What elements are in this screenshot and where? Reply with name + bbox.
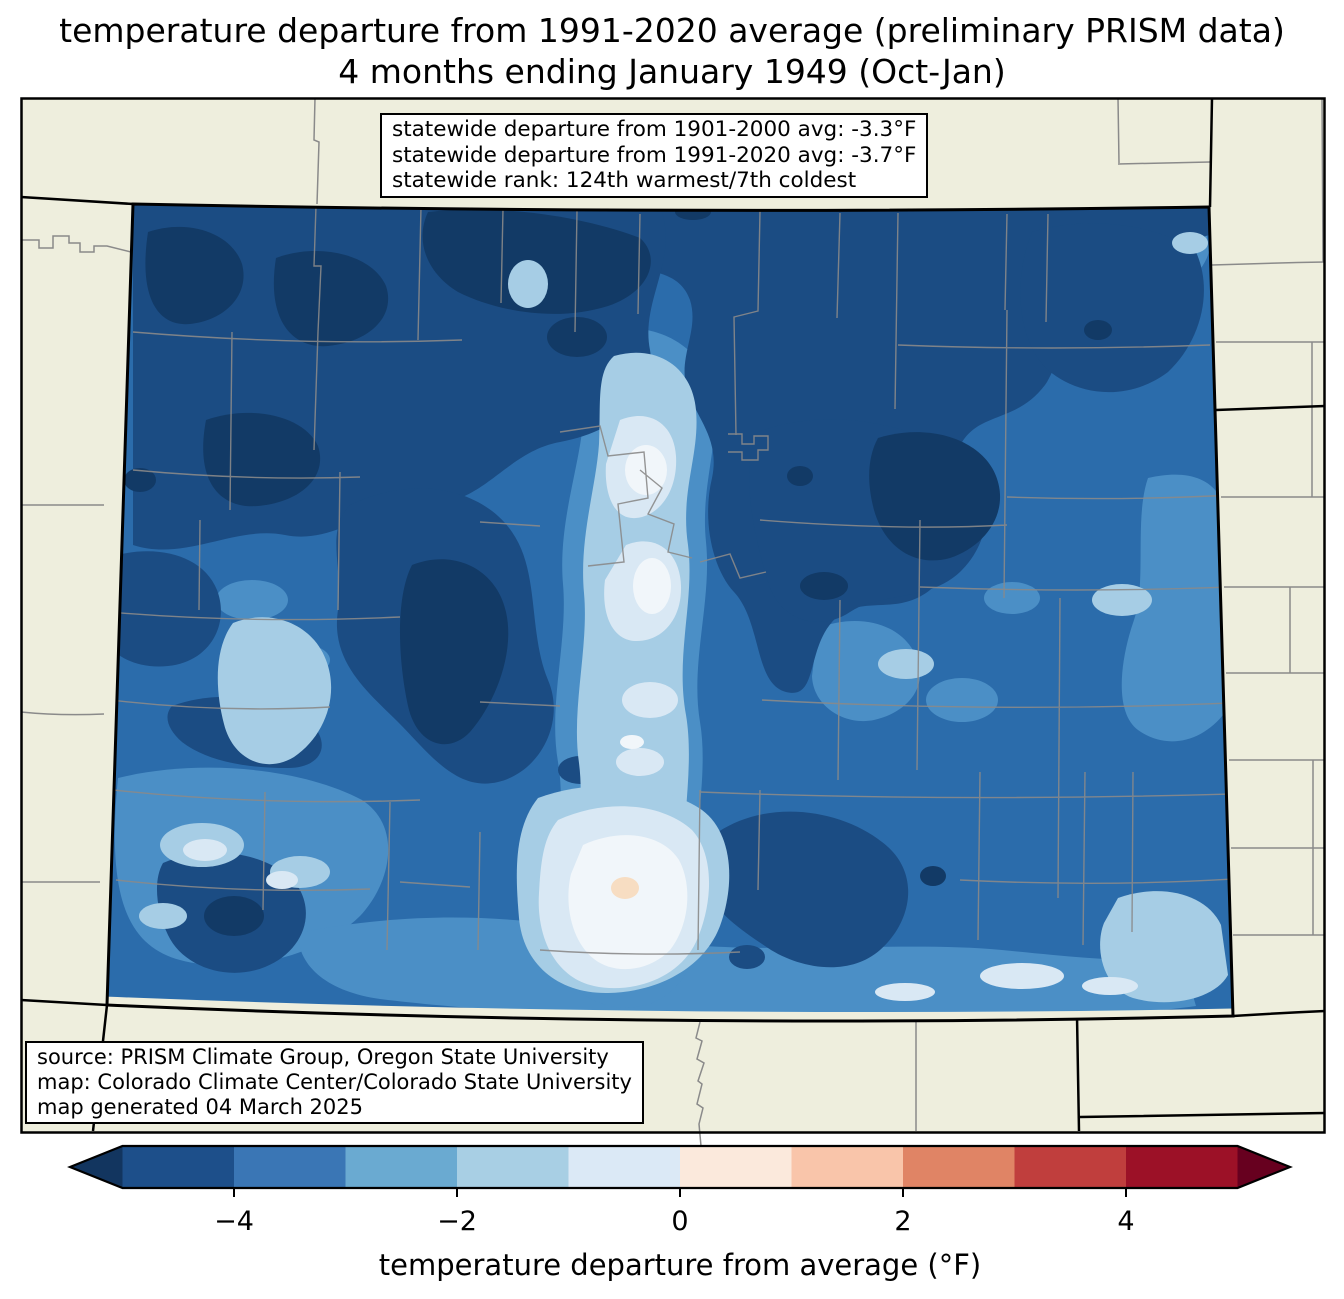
- colorbar-tick-label: 4: [1117, 1206, 1134, 1237]
- colorbar-segment: [568, 1146, 681, 1188]
- stats-line-2: statewide departure from 1991-2020 avg: …: [392, 142, 917, 168]
- colorbar-tick-label: 2: [894, 1206, 911, 1237]
- source-line-2: map: Colorado Climate Center/Colorado St…: [37, 1070, 632, 1094]
- stats-line-3: statewide rank: 124th warmest/7th coldes…: [392, 168, 857, 193]
- colorbar-segment: [457, 1146, 569, 1188]
- map-title-line-1: temperature departure from 1991-2020 ave…: [59, 11, 1285, 50]
- colorbar-outline: [67, 1144, 1293, 1190]
- colorbar-tick-label: 0: [671, 1206, 688, 1237]
- colorbar-segment: [122, 1146, 235, 1188]
- figure-frame: [20, 97, 1326, 1134]
- colorbar-segment: [234, 1146, 346, 1188]
- colorbar-segment: [1126, 1146, 1238, 1188]
- colorbar-over-arrow: [1237, 1146, 1290, 1188]
- map-title: temperature departure from 1991-2020 ave…: [0, 10, 1344, 92]
- map-title-line-2: 4 months ending January 1949 (Oct-Jan): [338, 52, 1006, 91]
- contour-fills: [107, 204, 1233, 1022]
- colorbar-segments: [122, 1146, 1238, 1188]
- source-box: source: PRISM Climate Group, Oregon Stat…: [25, 1041, 644, 1124]
- colorbar-tick-labels: −4 −2 0 2 4: [214, 1206, 1135, 1237]
- source-line-3: map generated 04 March 2025: [37, 1095, 364, 1119]
- colorado-county-lines: [108, 205, 1233, 955]
- source-line-1: source: PRISM Climate Group, Oregon Stat…: [37, 1045, 609, 1069]
- colorbar-segment: [791, 1146, 904, 1188]
- neighbor-county-lines: [20, 97, 1326, 1147]
- colorbar-tick-label: −2: [437, 1206, 477, 1237]
- colorbar: −4 −2 0 2 4 temperature departure from avera…: [67, 1144, 1293, 1282]
- stats-line-1: statewide departure from 1901-2000 avg: …: [392, 117, 917, 142]
- stats-box: statewide departure from 1901-2000 avg: …: [380, 113, 929, 198]
- south-edge-gap: [107, 996, 1233, 1022]
- colorbar-axis-label: temperature departure from average (°F): [379, 1248, 981, 1282]
- colorbar-segment: [1014, 1146, 1127, 1188]
- colorbar-segment: [903, 1146, 1015, 1188]
- warm-anomaly-spot: [611, 877, 639, 899]
- colorbar-segment: [680, 1146, 792, 1188]
- colorbar-under-arrow: [70, 1146, 123, 1188]
- colorbar-tick-label: −4: [214, 1206, 254, 1237]
- colorbar-ticks: [233, 1188, 1127, 1197]
- colorado-border: [105, 202, 1235, 1023]
- colorbar-segment: [345, 1146, 458, 1188]
